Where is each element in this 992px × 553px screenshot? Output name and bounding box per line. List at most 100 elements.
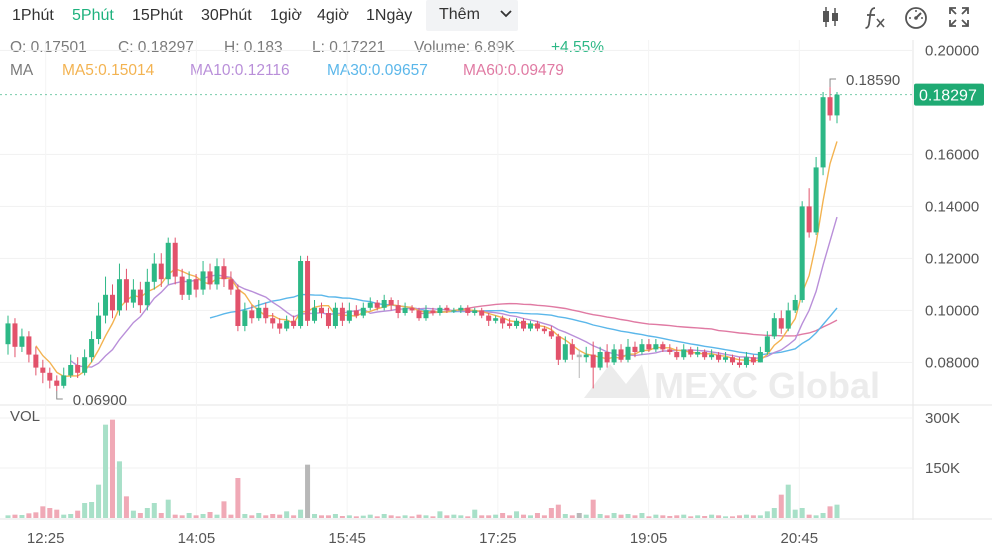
- more-timeframes-button[interactable]: Thêm: [426, 0, 518, 31]
- volume-bar: [186, 513, 192, 518]
- volume-bar: [437, 511, 443, 518]
- time-tick-label: 19:05: [630, 530, 668, 547]
- candle-body: [590, 354, 596, 368]
- candle: [193, 274, 199, 298]
- settings-dial-icon[interactable]: [903, 4, 929, 30]
- volume-bar: [743, 514, 749, 518]
- candle-body: [639, 344, 645, 352]
- candle-body: [472, 310, 478, 313]
- volume-bar: [388, 515, 394, 518]
- candle: [144, 268, 150, 311]
- candle-body: [242, 310, 248, 326]
- candle-body: [235, 289, 241, 326]
- candle: [388, 297, 394, 311]
- tab-5min[interactable]: 5Phút: [72, 7, 114, 24]
- volume-bar: [402, 515, 408, 518]
- volume-bar: [576, 513, 582, 518]
- candle: [806, 188, 812, 238]
- candle: [639, 339, 645, 355]
- tab-4hour[interactable]: 4giờ: [317, 7, 349, 24]
- candle-body: [764, 336, 770, 352]
- volume-bar: [806, 514, 812, 518]
- volume-bar: [235, 478, 241, 518]
- fullscreen-icon[interactable]: [946, 4, 972, 30]
- volume-bar: [611, 513, 617, 518]
- volume-bar: [96, 484, 102, 518]
- volume-bar: [514, 511, 520, 518]
- time-tick-label: 20:45: [781, 530, 819, 547]
- candle: [507, 318, 513, 329]
- price-tick-label: 0.12000: [925, 250, 979, 267]
- candle-body: [312, 307, 318, 321]
- tab-30min[interactable]: 30Phút: [201, 7, 252, 24]
- tab-1hour[interactable]: 1giờ: [270, 7, 302, 24]
- tab-1day[interactable]: 1Ngày: [366, 7, 413, 24]
- candle: [604, 344, 610, 368]
- volume-bar: [493, 514, 499, 518]
- candle: [667, 344, 673, 355]
- tab-1min[interactable]: 1Phút: [12, 7, 54, 24]
- candle-body: [555, 336, 561, 360]
- candle-body: [284, 320, 290, 329]
- candle: [325, 307, 331, 329]
- volume-bar: [521, 514, 527, 518]
- candle-body: [158, 263, 164, 280]
- time-tick-label: 15:45: [328, 530, 366, 547]
- candle-body: [19, 336, 25, 347]
- volume-bar: [116, 461, 122, 518]
- volume-bar: [263, 515, 269, 518]
- volume-bar: [228, 514, 234, 518]
- candle: [116, 263, 122, 316]
- candle: [360, 302, 366, 319]
- volume-bar: [291, 515, 297, 518]
- volume-bar: [541, 515, 547, 518]
- volume-bar: [667, 516, 673, 518]
- candle: [625, 339, 631, 363]
- candlestick-type-icon[interactable]: [817, 4, 843, 30]
- candle: [416, 307, 422, 321]
- candle: [270, 313, 276, 329]
- volume-bar: [534, 513, 540, 518]
- candle: [19, 328, 25, 352]
- candle: [346, 302, 352, 324]
- candle-body: [660, 344, 666, 350]
- volume-bar: [123, 496, 129, 518]
- candle: [151, 253, 157, 290]
- candle: [332, 302, 338, 329]
- volume-bar: [444, 515, 450, 518]
- candle: [409, 305, 415, 313]
- candle: [514, 318, 520, 329]
- candle: [381, 294, 387, 311]
- volume-bar: [618, 514, 624, 518]
- candle: [646, 339, 652, 352]
- candle: [785, 302, 791, 332]
- candle: [764, 331, 770, 355]
- candle: [423, 305, 429, 321]
- candle: [465, 305, 471, 316]
- candle-body: [451, 310, 457, 312]
- candle: [103, 276, 109, 324]
- candle: [444, 305, 450, 313]
- volume-bar: [695, 515, 701, 518]
- candle-body: [444, 307, 450, 311]
- volume-bar: [33, 512, 39, 518]
- candle: [179, 268, 185, 300]
- candle: [75, 357, 81, 378]
- candle-body: [702, 352, 708, 358]
- volume-bar: [339, 516, 345, 518]
- volume-bar: [625, 514, 631, 518]
- candle-body: [360, 307, 366, 316]
- volume-bar: [451, 514, 457, 518]
- candle-body: [395, 305, 401, 313]
- candle: [632, 341, 638, 358]
- volume-bar: [360, 515, 366, 518]
- candle-body: [674, 352, 680, 358]
- volume-bar: [458, 515, 464, 518]
- candle-body: [625, 346, 631, 360]
- tab-15min[interactable]: 15Phút: [132, 7, 183, 24]
- indicator-fx-icon[interactable]: [862, 4, 888, 30]
- candle-body: [486, 315, 492, 321]
- volume-bar: [207, 512, 213, 518]
- candle-body: [12, 323, 18, 347]
